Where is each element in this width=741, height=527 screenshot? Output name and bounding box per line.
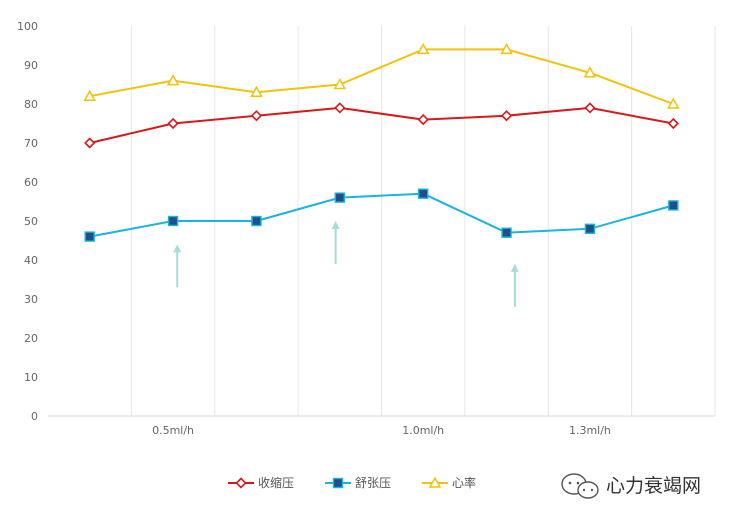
y-tick-label: 30 bbox=[24, 293, 38, 306]
watermark: 心力衰竭网 bbox=[561, 473, 701, 499]
series-line bbox=[89, 106, 674, 144]
annotation-layer bbox=[173, 221, 519, 307]
annotation-arrow bbox=[510, 263, 519, 307]
series-layer bbox=[83, 42, 680, 242]
series-line bbox=[89, 192, 674, 238]
series-heart-rate bbox=[83, 42, 680, 109]
data-point bbox=[584, 223, 596, 235]
x-tick-label: 0.5ml/h bbox=[152, 424, 194, 437]
y-tick-label: 70 bbox=[24, 137, 38, 150]
data-point bbox=[334, 192, 346, 203]
y-tick-label: 50 bbox=[24, 215, 38, 228]
data-point bbox=[166, 74, 180, 86]
legend-marker bbox=[428, 476, 442, 488]
legend-marker bbox=[332, 477, 344, 489]
watermark-text: 心力衰竭网 bbox=[606, 475, 701, 497]
y-tick-label: 0 bbox=[31, 410, 38, 423]
legend: 收缩压 舒张压 心率 bbox=[228, 475, 476, 490]
y-tick-label: 40 bbox=[24, 254, 38, 267]
legend-item-diastolic: 舒张压 bbox=[325, 476, 391, 490]
y-tick-label: 80 bbox=[24, 98, 38, 111]
data-point bbox=[250, 85, 263, 98]
grid-layer bbox=[130, 26, 633, 416]
legend-label: 舒张压 bbox=[355, 476, 391, 490]
y-tick-label: 90 bbox=[24, 59, 38, 72]
legend-marker bbox=[235, 477, 247, 489]
legend-item-systolic: 收缩压 bbox=[228, 475, 294, 490]
data-point bbox=[334, 102, 346, 114]
y-tick-label: 10 bbox=[24, 371, 38, 384]
y-tick-label: 100 bbox=[17, 20, 38, 33]
data-point bbox=[84, 137, 96, 149]
data-point bbox=[583, 66, 597, 78]
data-point bbox=[83, 89, 96, 101]
data-point bbox=[251, 215, 262, 227]
data-point bbox=[584, 102, 596, 114]
series-diastolic bbox=[84, 188, 679, 242]
series-systolic bbox=[84, 102, 679, 149]
legend-label: 心率 bbox=[452, 475, 476, 490]
wechat-icon bbox=[561, 473, 599, 499]
data-point bbox=[333, 77, 347, 90]
data-point bbox=[501, 227, 512, 238]
annotation-arrow bbox=[173, 244, 182, 288]
legend-item-heart-rate: 心率 bbox=[422, 475, 476, 490]
data-point bbox=[500, 42, 513, 55]
data-point bbox=[667, 117, 679, 130]
y-tick-label: 60 bbox=[24, 176, 38, 189]
x-tick-label: 1.0ml/h bbox=[402, 424, 444, 437]
x-tick-label: 1.3ml/h bbox=[569, 424, 611, 437]
data-point bbox=[167, 117, 179, 130]
data-point bbox=[667, 97, 680, 109]
data-point bbox=[417, 113, 429, 126]
data-point bbox=[416, 42, 430, 55]
y-tick-label: 20 bbox=[24, 332, 38, 345]
data-point bbox=[417, 188, 429, 199]
legend-label: 收缩压 bbox=[258, 475, 294, 490]
axis-layer: 0 10 20 30 40 50 60 70 80 90 100 0.5ml/h 1.0ml/h 1.3m… bbox=[17, 20, 716, 437]
data-point bbox=[500, 110, 513, 122]
data-point bbox=[668, 200, 679, 211]
data-point bbox=[84, 231, 95, 242]
series-line bbox=[89, 48, 674, 105]
data-point bbox=[250, 110, 263, 122]
data-point bbox=[167, 215, 179, 227]
annotation-arrow bbox=[331, 221, 340, 264]
